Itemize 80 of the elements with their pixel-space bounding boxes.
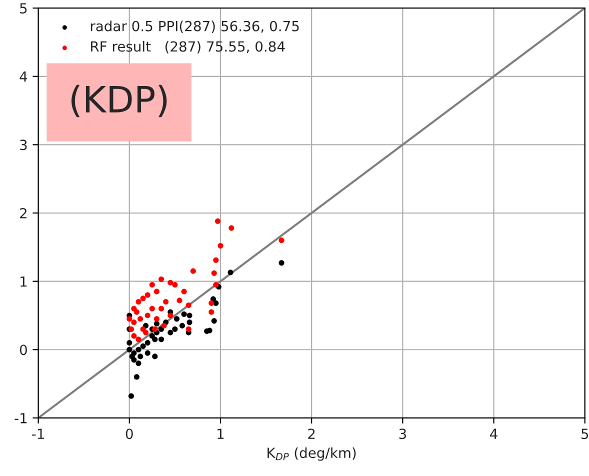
point — [140, 343, 146, 349]
point — [131, 320, 137, 326]
point — [278, 238, 284, 244]
y-tick-label: 1 — [20, 276, 27, 287]
point — [186, 326, 192, 332]
point — [174, 316, 180, 322]
point — [228, 225, 234, 231]
x-tick-label: 5 — [582, 428, 588, 440]
point — [143, 330, 149, 336]
y-tick-label: 2 — [20, 208, 26, 218]
point — [218, 243, 224, 249]
point — [179, 322, 185, 328]
point — [144, 350, 150, 356]
point — [168, 312, 174, 318]
point — [136, 336, 142, 342]
point — [211, 318, 217, 324]
point — [208, 300, 214, 306]
point — [172, 326, 178, 332]
point — [158, 276, 164, 282]
point — [211, 270, 217, 276]
point — [152, 354, 158, 360]
point — [208, 309, 214, 315]
y-tick-label: 3 — [20, 140, 27, 150]
point — [144, 292, 150, 298]
point — [190, 268, 196, 274]
point — [126, 346, 132, 352]
point — [149, 282, 155, 288]
point — [131, 306, 137, 312]
point — [228, 270, 234, 276]
point — [144, 340, 150, 346]
point — [149, 333, 155, 339]
point — [152, 326, 158, 332]
x-tick-label: 2 — [308, 428, 315, 439]
point — [213, 257, 219, 263]
x-axis-title: K$_{DP}$ (deg/km) — [268, 447, 356, 461]
x-tick-label: 4 — [490, 428, 498, 439]
point — [186, 312, 192, 318]
point — [134, 374, 140, 380]
legend-label: RF result (287) 75.55, 0.84 — [91, 40, 285, 54]
y-tick-label: 4 — [20, 72, 28, 82]
point — [149, 306, 155, 312]
point — [176, 298, 182, 304]
x-tick-label: -1 — [32, 428, 44, 439]
point — [136, 360, 142, 366]
y-tick-label: 0 — [20, 344, 27, 356]
point — [154, 320, 160, 326]
point — [213, 282, 219, 288]
point — [140, 296, 146, 302]
y-tick-label: -1 — [14, 413, 27, 424]
point — [168, 280, 174, 286]
point — [168, 330, 174, 336]
point — [136, 299, 142, 305]
point — [129, 354, 135, 360]
point — [278, 260, 284, 266]
point — [158, 336, 164, 342]
legend-label: radar 0.5 PPI(287) 56.36, 0.75 — [90, 20, 299, 33]
point — [161, 322, 167, 328]
annotation: (KDP) — [71, 84, 167, 118]
y-tick-label: 5 — [20, 3, 27, 14]
point — [154, 288, 160, 294]
point — [181, 311, 187, 317]
point — [126, 340, 132, 346]
point — [138, 354, 144, 360]
point — [126, 316, 132, 322]
x-tick-label: 3 — [399, 428, 406, 440]
point — [144, 312, 150, 318]
point — [136, 346, 142, 352]
point — [154, 316, 160, 322]
point — [163, 299, 169, 305]
point — [181, 288, 187, 294]
point — [214, 218, 221, 224]
point — [138, 316, 144, 322]
point — [186, 320, 192, 326]
point — [131, 333, 137, 339]
point — [158, 306, 164, 312]
point — [172, 282, 178, 288]
x-tick-label: 1 — [218, 428, 224, 439]
point — [186, 302, 192, 308]
x-tick-label: 0 — [126, 428, 133, 440]
point — [128, 393, 134, 399]
